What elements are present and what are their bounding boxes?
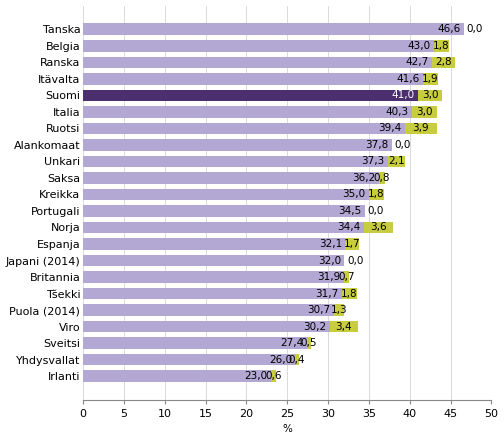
Text: 0,7: 0,7 [338, 272, 355, 282]
Bar [345, 238, 359, 250]
Bar [423, 73, 438, 84]
Text: 1,7: 1,7 [344, 239, 360, 249]
Bar [295, 354, 299, 365]
Text: 41,6: 41,6 [396, 74, 419, 84]
Text: 35,0: 35,0 [343, 190, 366, 199]
Text: 30,2: 30,2 [303, 322, 327, 332]
Bar [418, 90, 443, 101]
Bar [271, 370, 276, 382]
Bar [83, 123, 405, 134]
Text: 2,1: 2,1 [388, 156, 405, 166]
Bar [83, 255, 344, 266]
Bar [83, 56, 432, 68]
Bar [334, 304, 344, 316]
Text: 32,0: 32,0 [318, 256, 341, 265]
Bar [83, 337, 307, 349]
Text: 32,1: 32,1 [319, 239, 342, 249]
Bar [83, 304, 334, 316]
Bar [432, 56, 455, 68]
Bar [364, 222, 394, 233]
Text: 34,4: 34,4 [338, 223, 361, 232]
X-axis label: %: % [282, 425, 292, 434]
Bar [83, 40, 434, 51]
Text: 0,4: 0,4 [289, 355, 305, 365]
Text: 31,9: 31,9 [317, 272, 340, 282]
Text: 0,0: 0,0 [368, 206, 384, 216]
Text: 2,8: 2,8 [435, 57, 452, 67]
Text: 1,8: 1,8 [341, 289, 358, 299]
Bar [307, 337, 311, 349]
Text: 37,8: 37,8 [365, 140, 389, 150]
Bar [83, 156, 388, 167]
Bar [330, 321, 357, 332]
Bar [83, 354, 295, 365]
Bar [83, 321, 330, 332]
Text: 27,4: 27,4 [280, 338, 303, 348]
Text: 1,8: 1,8 [368, 190, 385, 199]
Text: 1,3: 1,3 [331, 305, 347, 315]
Text: 1,8: 1,8 [433, 41, 450, 51]
Text: 0,6: 0,6 [265, 371, 282, 381]
Text: 3,6: 3,6 [370, 223, 387, 232]
Text: 0,0: 0,0 [467, 24, 483, 34]
Bar [83, 205, 365, 217]
Text: 0,5: 0,5 [301, 338, 317, 348]
Text: 40,3: 40,3 [386, 107, 409, 117]
Bar [83, 288, 342, 299]
Bar [83, 90, 418, 101]
Text: 0,0: 0,0 [347, 256, 364, 265]
Text: 41,0: 41,0 [392, 90, 415, 100]
Text: 30,7: 30,7 [307, 305, 331, 315]
Bar [83, 271, 344, 283]
Text: 43,0: 43,0 [408, 41, 431, 51]
Bar [342, 288, 357, 299]
Text: 46,6: 46,6 [437, 24, 461, 34]
Text: 3,0: 3,0 [416, 107, 433, 117]
Text: 0,0: 0,0 [395, 140, 411, 150]
Bar [379, 172, 385, 184]
Text: 42,7: 42,7 [405, 57, 428, 67]
Text: 37,3: 37,3 [361, 156, 385, 166]
Bar [83, 222, 364, 233]
Bar [83, 23, 464, 35]
Bar [388, 156, 405, 167]
Text: 31,7: 31,7 [316, 289, 339, 299]
Text: 36,2: 36,2 [352, 173, 375, 183]
Text: 3,4: 3,4 [335, 322, 352, 332]
Bar [83, 189, 369, 200]
Text: 26,0: 26,0 [269, 355, 292, 365]
Bar [83, 139, 392, 150]
Bar [83, 370, 271, 382]
Text: 0,8: 0,8 [374, 173, 390, 183]
Bar [83, 73, 423, 84]
Text: 34,5: 34,5 [338, 206, 361, 216]
Text: 3,9: 3,9 [412, 123, 429, 133]
Text: 39,4: 39,4 [379, 123, 402, 133]
Bar [412, 106, 437, 117]
Bar [344, 271, 349, 283]
Bar [369, 189, 384, 200]
Bar [434, 40, 449, 51]
Text: 23,0: 23,0 [244, 371, 268, 381]
Bar [83, 172, 379, 184]
Text: 3,0: 3,0 [422, 90, 438, 100]
Bar [83, 106, 412, 117]
Bar [405, 123, 437, 134]
Text: 1,9: 1,9 [422, 74, 439, 84]
Bar [83, 238, 345, 250]
